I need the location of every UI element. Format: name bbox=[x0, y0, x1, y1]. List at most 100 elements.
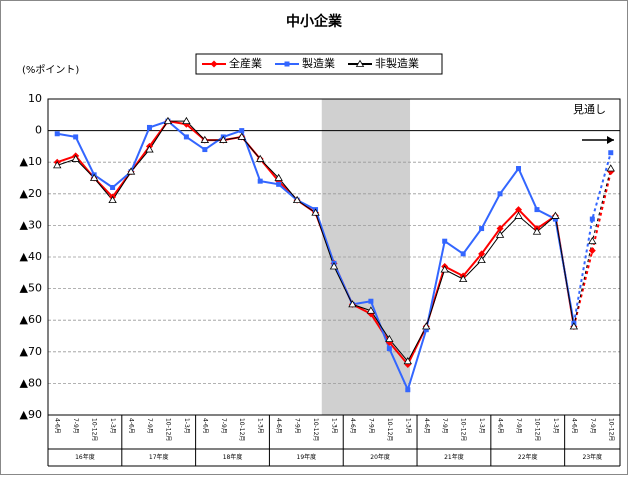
y-tick-label: ▲30 bbox=[20, 218, 42, 231]
y-tick-label: ▲90 bbox=[20, 408, 42, 421]
marker bbox=[608, 150, 614, 156]
x-tick-label: 7-9月 bbox=[146, 418, 153, 434]
marker bbox=[108, 195, 117, 204]
marker bbox=[403, 356, 413, 365]
marker bbox=[479, 226, 485, 232]
legend: 全産業 製造業 非製造業 bbox=[195, 53, 443, 75]
group-label: 19年度 bbox=[297, 453, 317, 461]
marker bbox=[405, 387, 411, 393]
x-tick-label: 7-9月 bbox=[367, 418, 374, 434]
legend-label: 製造業 bbox=[302, 56, 335, 70]
legend-box bbox=[195, 53, 443, 75]
marker bbox=[257, 178, 263, 184]
y-tick-label: ▲20 bbox=[20, 187, 42, 200]
marker bbox=[495, 230, 505, 238]
x-tick-label: 7-9月 bbox=[294, 418, 301, 434]
marker bbox=[532, 227, 542, 235]
y-tick-label: ▲70 bbox=[20, 345, 42, 358]
y-tick-label: ▲60 bbox=[20, 313, 42, 326]
marker bbox=[589, 216, 595, 222]
marker bbox=[183, 134, 189, 140]
x-tick-label: 4-6月 bbox=[128, 418, 135, 434]
plot-frame bbox=[47, 98, 621, 416]
marker bbox=[386, 346, 392, 352]
group-label: 16年度 bbox=[75, 453, 95, 461]
marker bbox=[274, 173, 283, 181]
x-tick-label: 4-6月 bbox=[201, 418, 208, 434]
x-tick-label: 1-3月 bbox=[552, 418, 559, 434]
marker bbox=[606, 164, 615, 172]
marker bbox=[368, 298, 374, 304]
x-tick-label: 10-12月 bbox=[533, 418, 540, 441]
x-tick-label: 1-3月 bbox=[404, 418, 411, 434]
group-label: 20年度 bbox=[370, 453, 390, 461]
x-tick-label: 10-12月 bbox=[460, 418, 467, 441]
marker bbox=[239, 128, 245, 134]
marker bbox=[292, 195, 302, 204]
chart-title: 中小企業 bbox=[286, 13, 343, 30]
marker bbox=[496, 225, 504, 233]
group-label: 18年度 bbox=[223, 453, 243, 461]
marker bbox=[440, 265, 449, 273]
x-tick-label: 10-12月 bbox=[312, 418, 319, 441]
x-tick-label: 4-6月 bbox=[54, 418, 61, 434]
marker bbox=[551, 211, 560, 219]
x-tick-label: 4-6月 bbox=[349, 418, 356, 434]
marker bbox=[442, 238, 448, 244]
marker bbox=[71, 154, 80, 162]
y-tick-label: 10 bbox=[28, 92, 42, 105]
x-tick-label: 1-3月 bbox=[257, 418, 264, 434]
group-label: 23年度 bbox=[583, 453, 603, 461]
marker bbox=[516, 166, 522, 172]
marker bbox=[478, 250, 486, 258]
marker bbox=[53, 161, 62, 169]
arrow-head bbox=[607, 136, 614, 144]
marker bbox=[110, 184, 116, 190]
marker bbox=[366, 306, 376, 314]
x-tick-label: 7-9月 bbox=[220, 418, 227, 434]
y-tick-label: ▲80 bbox=[20, 376, 42, 389]
x-tick-label: 10-12月 bbox=[386, 418, 393, 441]
marker bbox=[422, 322, 431, 330]
y-tick-label: ▲10 bbox=[20, 155, 42, 168]
marker bbox=[276, 181, 282, 187]
marker bbox=[588, 236, 597, 245]
marker bbox=[329, 262, 339, 270]
marker bbox=[89, 173, 99, 181]
marker bbox=[163, 116, 173, 125]
legend-marker bbox=[355, 59, 365, 67]
marker bbox=[348, 300, 357, 308]
y-tick-label: ▲50 bbox=[20, 282, 42, 295]
marker bbox=[423, 327, 429, 333]
marker bbox=[588, 247, 596, 255]
x-tick-label: 10-12月 bbox=[91, 418, 98, 441]
group-label: 21年度 bbox=[444, 453, 464, 461]
marker bbox=[73, 134, 79, 140]
x-tick-label: 7-9月 bbox=[515, 418, 522, 434]
x-tick-label: 4-6月 bbox=[570, 418, 577, 434]
marker bbox=[515, 206, 523, 214]
marker bbox=[126, 167, 136, 175]
marker bbox=[182, 116, 191, 125]
marker bbox=[497, 191, 503, 197]
forecast-line bbox=[572, 152, 612, 324]
y-tick-label: ▲40 bbox=[20, 250, 42, 263]
x-tick-label: 10-12月 bbox=[607, 418, 614, 441]
legend-label: 非製造業 bbox=[375, 56, 419, 70]
legend-marker bbox=[210, 60, 218, 68]
marker bbox=[460, 251, 466, 257]
marker bbox=[237, 132, 246, 140]
marker bbox=[200, 135, 210, 143]
marker bbox=[534, 207, 540, 213]
marker bbox=[145, 145, 154, 153]
x-tick-label: 10-12月 bbox=[164, 418, 171, 441]
group-label: 17年度 bbox=[149, 453, 169, 461]
marker bbox=[202, 147, 208, 153]
x-tick-label: 1-3月 bbox=[331, 418, 338, 434]
marker bbox=[458, 274, 468, 283]
marker bbox=[311, 208, 320, 216]
marker bbox=[552, 216, 558, 222]
x-tick-label: 4-6月 bbox=[423, 418, 430, 434]
